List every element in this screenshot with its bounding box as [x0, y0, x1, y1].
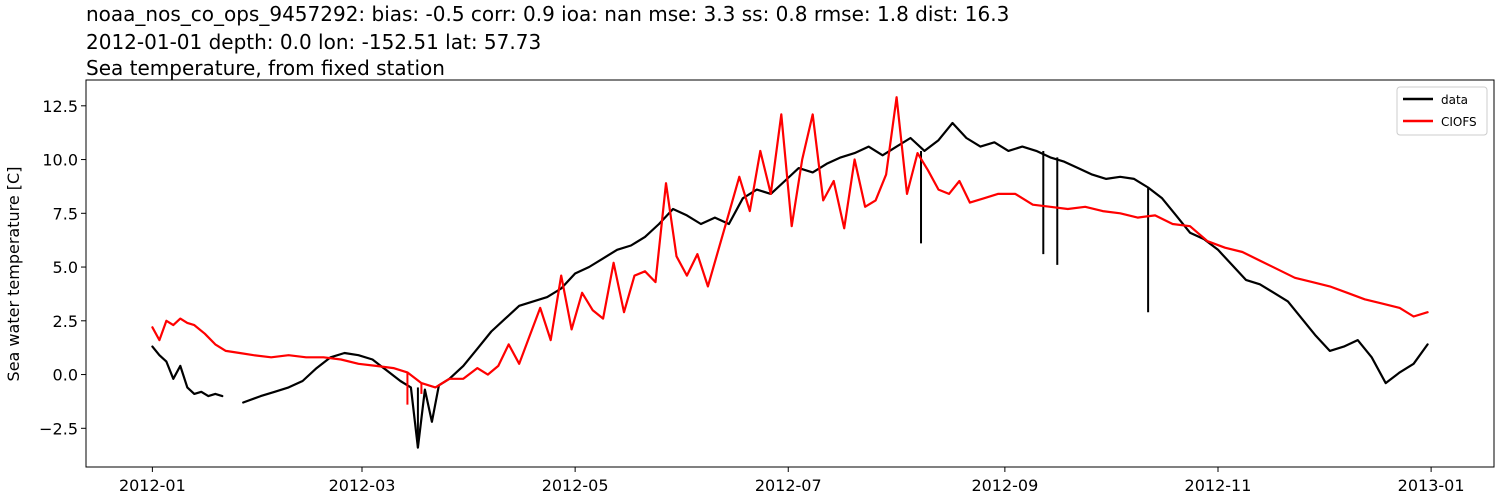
x-tick-label-0: 2012-01	[119, 476, 186, 495]
y-tick-label-4: 7.5	[53, 204, 78, 223]
x-tick-label-5: 2012-11	[1185, 476, 1252, 495]
series-line-data-0	[151, 345, 224, 398]
x-tick-label-2: 2012-05	[542, 476, 609, 495]
plot-frame	[85, 79, 1495, 468]
y-tick-label-2: 2.5	[53, 312, 78, 331]
y-tick-label-5: 10.0	[42, 151, 78, 170]
chart-titles: noaa_nos_co_ops_9457292: bias: -0.5 corr…	[86, 2, 1009, 80]
chart-title-line-3: Sea temperature, from fixed station	[86, 56, 445, 80]
series-line-ciofs-0	[151, 96, 1429, 389]
y-tick-label-0: −2.5	[39, 419, 78, 438]
y-tick-label-6: 12.5	[42, 97, 78, 116]
chart-title-line-2: 2012-01-01 depth: 0.0 lon: -152.51 lat: …	[86, 30, 541, 54]
x-tick-label-1: 2012-03	[329, 476, 396, 495]
y-axis-label: Sea water temperature [C]	[4, 167, 23, 382]
x-tick-label-3: 2012-07	[755, 476, 822, 495]
plot-lines	[151, 96, 1429, 449]
y-tick-label-1: 0.0	[53, 366, 78, 385]
series-line-data-1	[242, 121, 1429, 449]
y-tick-label-3: 5.0	[53, 258, 78, 277]
x-tick-label-4: 2012-09	[971, 476, 1038, 495]
chart-title-line-1: noaa_nos_co_ops_9457292: bias: -0.5 corr…	[86, 2, 1009, 26]
y-axis: −2.5 0.0 2.5 5.0 7.5 10.0 12.5	[39, 97, 86, 438]
legend-label-ciofs: CIOFS	[1441, 115, 1477, 129]
x-axis: 2012-01 2012-03 2012-05 2012-07 2012-09 2012-…	[119, 467, 1465, 495]
legend-label-data: data	[1441, 93, 1468, 107]
x-tick-label-6: 2013-01	[1398, 476, 1465, 495]
legend: data CIOFS	[1396, 86, 1488, 136]
